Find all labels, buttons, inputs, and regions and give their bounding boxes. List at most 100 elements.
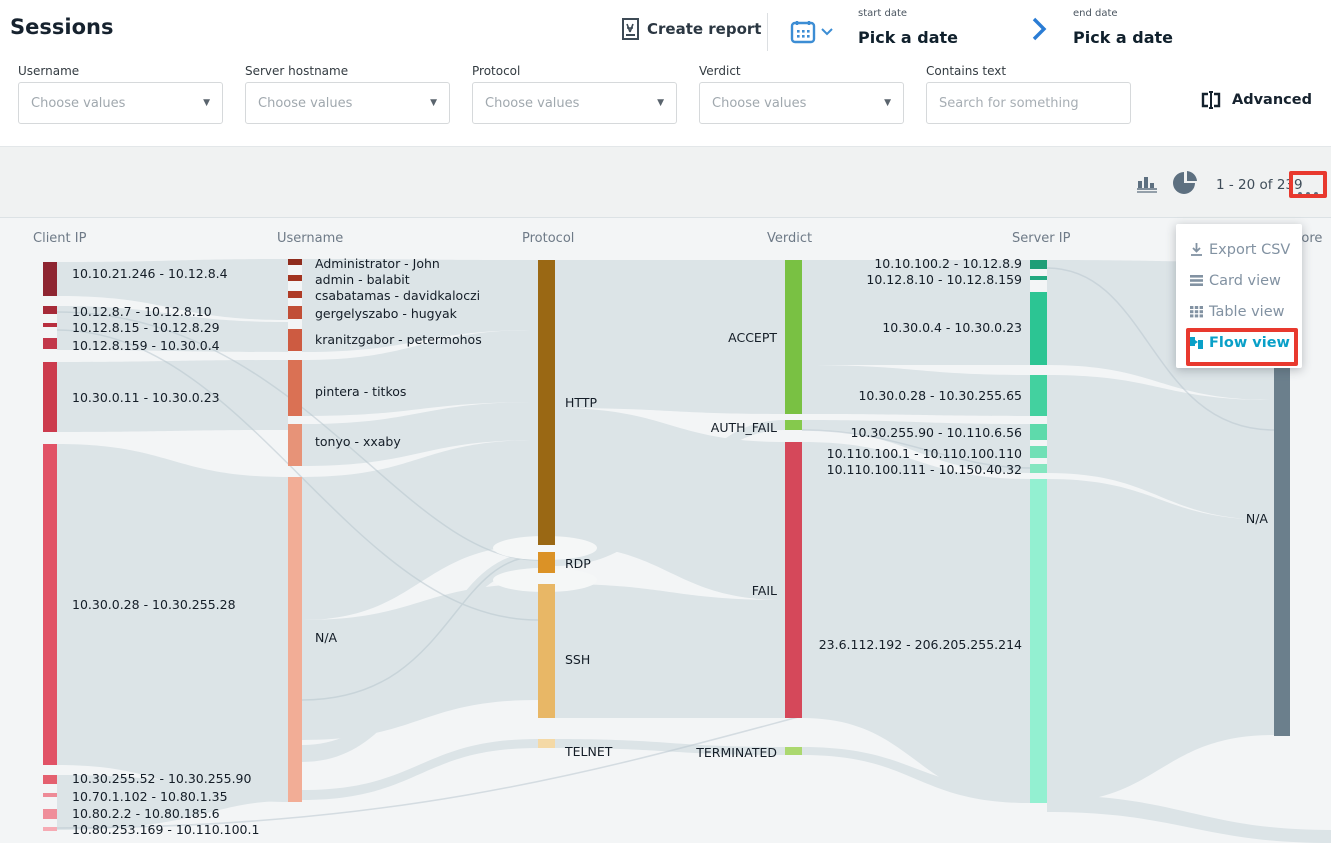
node-label: 10.30.0.28 - 10.30.255.65: [858, 388, 1022, 403]
sankey-node-protocol[interactable]: [538, 260, 555, 545]
sankey-node-client-ip[interactable]: [43, 323, 57, 327]
highlight-box-more-options: [1289, 171, 1327, 198]
column-header-username: Username: [277, 231, 344, 246]
filter-placeholder: Choose values: [712, 95, 807, 111]
sankey-node-client-ip[interactable]: [43, 444, 57, 765]
node-label: HTTP: [565, 395, 597, 410]
filter-select-protocol[interactable]: Choose values ▼: [472, 82, 677, 124]
node-label: 10.30.0.28 - 10.30.255.28: [72, 597, 236, 612]
sankey-node-score[interactable]: [1274, 260, 1290, 736]
calendar-icon: [790, 20, 816, 44]
node-label: FAIL: [751, 583, 777, 598]
column-header-server-ip: Server IP: [1012, 231, 1071, 246]
sankey-node-client-ip[interactable]: [43, 775, 57, 784]
menu-item-table-view[interactable]: Table view: [1176, 296, 1302, 327]
results-toolbar: [0, 146, 1331, 218]
sankey-node-client-ip[interactable]: [43, 793, 57, 797]
node-label: 10.12.8.10 - 10.12.8.159: [866, 272, 1022, 287]
sankey-node-server-ip[interactable]: [1030, 375, 1047, 416]
node-label: AUTH_FAIL: [710, 420, 777, 435]
filter-select-username[interactable]: Choose values ▼: [18, 82, 223, 124]
start-date-label: start date: [858, 8, 908, 19]
view-options-menu: Export CSV Card view Table view Flow vie…: [1176, 224, 1302, 368]
chevron-down-icon: ▼: [203, 98, 210, 108]
start-date-value[interactable]: Pick a date: [858, 28, 959, 47]
contains-text-input[interactable]: [926, 82, 1131, 124]
sankey-node-client-ip[interactable]: [43, 338, 57, 349]
node-label: 10.70.1.102 - 10.80.1.35: [72, 789, 228, 804]
sankey-node-username[interactable]: [288, 329, 302, 351]
menu-item-flow-view[interactable]: Flow view: [1176, 327, 1302, 358]
end-date-value[interactable]: Pick a date: [1073, 28, 1174, 47]
sankey-node-server-ip[interactable]: [1030, 464, 1047, 473]
node-label: tonyo - xxaby: [315, 434, 401, 449]
menu-item-card-view[interactable]: Card view: [1176, 265, 1302, 296]
sankey-node-username[interactable]: [288, 291, 302, 298]
end-date-label: end date: [1073, 8, 1118, 19]
node-label: 10.30.0.11 - 10.30.0.23: [72, 390, 220, 405]
chevron-down-icon: ▼: [657, 98, 664, 108]
column-header-protocol: Protocol: [522, 231, 575, 246]
sankey-node-protocol[interactable]: [538, 584, 555, 718]
header-divider: [767, 13, 768, 51]
sankey-node-server-ip[interactable]: [1030, 424, 1047, 440]
node-label: TERMINATED: [696, 745, 777, 760]
page-title: Sessions: [10, 15, 114, 39]
node-label: 10.10.21.246 - 10.12.8.4: [72, 266, 228, 281]
sankey-node-protocol[interactable]: [538, 739, 555, 748]
sankey-node-verdict[interactable]: [785, 420, 802, 430]
chevron-down-icon: [821, 28, 833, 36]
sankey-node-server-ip[interactable]: [1030, 479, 1047, 803]
node-label: csabatamas - davidkaloczi: [315, 288, 481, 303]
sankey-node-username[interactable]: [288, 477, 302, 802]
node-label: 10.30.255.90 - 10.110.6.56: [850, 425, 1023, 440]
filter-placeholder: Choose values: [258, 95, 353, 111]
node-label: RDP: [565, 556, 591, 571]
node-label: 10.110.100.1 - 10.110.100.110: [826, 446, 1022, 461]
filter-select-verdict[interactable]: Choose values ▼: [699, 82, 904, 124]
sankey-node-client-ip[interactable]: [43, 362, 57, 432]
node-label: 10.80.253.169 - 10.110.100.1: [72, 822, 260, 837]
sankey-node-client-ip[interactable]: [43, 262, 57, 296]
sankey-node-client-ip[interactable]: [43, 306, 57, 314]
sankey-node-verdict[interactable]: [785, 260, 802, 414]
pie-chart-icon[interactable]: [1172, 170, 1198, 196]
node-label: 10.10.100.2 - 10.12.8.9: [874, 256, 1022, 271]
sankey-node-client-ip[interactable]: [43, 827, 57, 831]
filter-label-server-hostname: Server hostname: [245, 64, 349, 78]
pagination-status: 1 - 20 of 239: [1216, 177, 1303, 193]
sankey-node-username[interactable]: [288, 306, 302, 319]
filter-label-contains-text: Contains text: [926, 64, 1007, 78]
filter-placeholder: Choose values: [485, 95, 580, 111]
node-label: admin - balabit: [315, 272, 410, 287]
sankey-node-username[interactable]: [288, 275, 302, 281]
sankey-node-username[interactable]: [288, 259, 302, 265]
node-label: Administrator - John: [315, 256, 440, 271]
column-header-verdict: Verdict: [767, 231, 813, 246]
sankey-node-client-ip[interactable]: [43, 809, 57, 819]
node-label: gergelyszabo - hugyak: [315, 306, 457, 321]
bar-chart-icon[interactable]: [1136, 173, 1158, 193]
chevron-right-icon: [1030, 16, 1048, 42]
node-label: 10.30.0.4 - 10.30.0.23: [882, 320, 1022, 335]
menu-item-export-csv[interactable]: Export CSV: [1176, 234, 1302, 265]
filter-label-protocol: Protocol: [472, 64, 521, 78]
sankey-node-server-ip[interactable]: [1030, 260, 1047, 269]
sankey-node-server-ip[interactable]: [1030, 276, 1047, 280]
sankey-node-verdict[interactable]: [785, 747, 802, 755]
sankey-node-username[interactable]: [288, 360, 302, 416]
node-label: 23.6.112.192 - 206.205.255.214: [818, 637, 1022, 652]
sankey-node-protocol[interactable]: [538, 552, 555, 573]
report-icon: [622, 18, 639, 40]
create-report-button[interactable]: Create report: [622, 18, 761, 40]
date-range-picker-button[interactable]: [790, 20, 833, 44]
filter-select-server-hostname[interactable]: Choose values ▼: [245, 82, 450, 124]
sankey-node-username[interactable]: [288, 424, 302, 466]
sankey-node-server-ip[interactable]: [1030, 292, 1047, 365]
node-label: 10.12.8.15 - 10.12.8.29: [72, 320, 220, 335]
node-label: ACCEPT: [728, 330, 777, 345]
advanced-button[interactable]: Advanced: [1200, 90, 1312, 110]
node-label: 10.110.100.111 - 10.150.40.32: [826, 462, 1022, 477]
sankey-node-verdict[interactable]: [785, 442, 802, 718]
sankey-node-server-ip[interactable]: [1030, 446, 1047, 458]
